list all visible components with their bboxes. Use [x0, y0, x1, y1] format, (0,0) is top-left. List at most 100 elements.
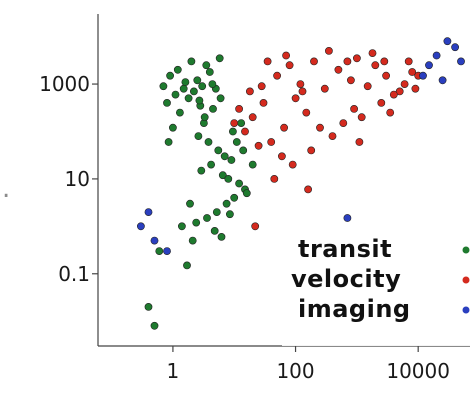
legend-label-velocity: velocity	[291, 265, 401, 293]
point-imaging	[136, 222, 145, 231]
point-velocity	[310, 57, 318, 66]
legend-marker-imaging	[462, 306, 470, 314]
legend-marker-transit	[462, 246, 470, 254]
x-tick-label: 1	[167, 359, 180, 383]
point-imaging	[438, 76, 447, 85]
point-transit	[192, 218, 201, 227]
point-velocity	[263, 57, 272, 66]
point-transit	[179, 84, 188, 93]
point-velocity	[296, 80, 305, 88]
point-velocity	[304, 185, 312, 194]
legend-marker-velocity	[462, 276, 470, 284]
point-transit	[186, 199, 194, 208]
point-velocity	[302, 108, 311, 117]
point-velocity	[343, 57, 352, 66]
point-transit	[175, 108, 184, 117]
point-transit	[171, 90, 180, 99]
point-imaging	[457, 57, 465, 66]
legend: transit velocity imaging	[282, 228, 470, 346]
point-transit	[200, 113, 209, 122]
point-transit	[210, 226, 219, 235]
point-velocity	[395, 87, 404, 96]
legend-background	[282, 228, 470, 346]
point-transit	[232, 138, 241, 146]
point-velocity	[346, 76, 355, 85]
point-velocity	[352, 54, 361, 63]
point-velocity	[288, 160, 297, 169]
point-velocity	[368, 49, 377, 57]
point-transit	[155, 247, 164, 255]
point-velocity	[408, 68, 417, 76]
point-velocity	[339, 119, 348, 127]
point-velocity	[245, 87, 254, 96]
point-velocity	[334, 65, 343, 74]
point-transit	[177, 222, 186, 231]
point-transit	[217, 232, 226, 241]
point-velocity	[251, 222, 260, 231]
legend-label-imaging: imaging	[298, 295, 411, 323]
point-transit	[184, 94, 193, 103]
x-tick-group: 1 100 10000	[167, 346, 450, 383]
point-transit	[209, 105, 217, 113]
point-velocity	[386, 108, 395, 117]
point-transit	[215, 54, 224, 63]
point-velocity	[350, 105, 358, 113]
point-imaging	[432, 51, 441, 60]
point-imaging	[443, 37, 452, 46]
point-transit	[183, 261, 191, 270]
point-transit	[235, 179, 243, 188]
point-velocity	[259, 99, 268, 107]
point-velocity	[380, 57, 389, 66]
point-transit	[197, 166, 206, 175]
point-velocity	[291, 94, 300, 103]
point-velocity	[257, 82, 266, 91]
point-velocity	[273, 71, 281, 80]
point-velocity	[285, 61, 294, 70]
point-transit	[181, 78, 190, 86]
x-tick-label: 10000	[386, 359, 450, 383]
point-transit	[214, 146, 223, 155]
point-transit	[144, 302, 153, 311]
data-points	[136, 37, 465, 330]
y-tick-group: 1000 10 0.1	[39, 72, 98, 286]
point-transit	[230, 193, 239, 202]
point-transit	[228, 127, 237, 136]
point-velocity	[389, 90, 398, 99]
point-transit	[198, 82, 207, 91]
point-velocity	[371, 61, 380, 70]
point-velocity	[254, 141, 263, 150]
point-transit	[168, 123, 177, 132]
point-velocity	[316, 123, 324, 132]
point-velocity	[280, 123, 288, 132]
point-imaging	[163, 247, 171, 255]
point-velocity	[270, 174, 279, 183]
point-velocity	[357, 113, 366, 122]
point-velocity	[307, 146, 316, 155]
point-transit	[195, 96, 204, 105]
point-imaging	[419, 71, 427, 80]
point-transit	[218, 171, 227, 180]
point-velocity	[400, 80, 409, 88]
point-velocity	[328, 132, 337, 140]
point-velocity	[324, 47, 333, 55]
point-imaging	[144, 208, 153, 216]
y-tick-label: 0.1	[58, 262, 90, 286]
point-transit	[239, 146, 248, 155]
left-edge-fragment-top: .	[2, 174, 10, 204]
point-transit	[205, 68, 214, 76]
point-transit	[187, 57, 196, 66]
point-transit	[212, 208, 221, 216]
point-transit	[208, 80, 217, 88]
point-transit	[193, 76, 202, 85]
point-velocity	[355, 138, 364, 146]
point-velocity	[282, 51, 290, 60]
y-tick-label: 1000	[39, 72, 90, 96]
point-transit	[202, 61, 211, 70]
point-transit	[216, 94, 225, 103]
point-imaging	[451, 43, 459, 52]
point-transit	[224, 174, 233, 183]
point-velocity	[404, 57, 413, 66]
point-transit	[159, 82, 168, 91]
point-imaging	[150, 236, 159, 245]
